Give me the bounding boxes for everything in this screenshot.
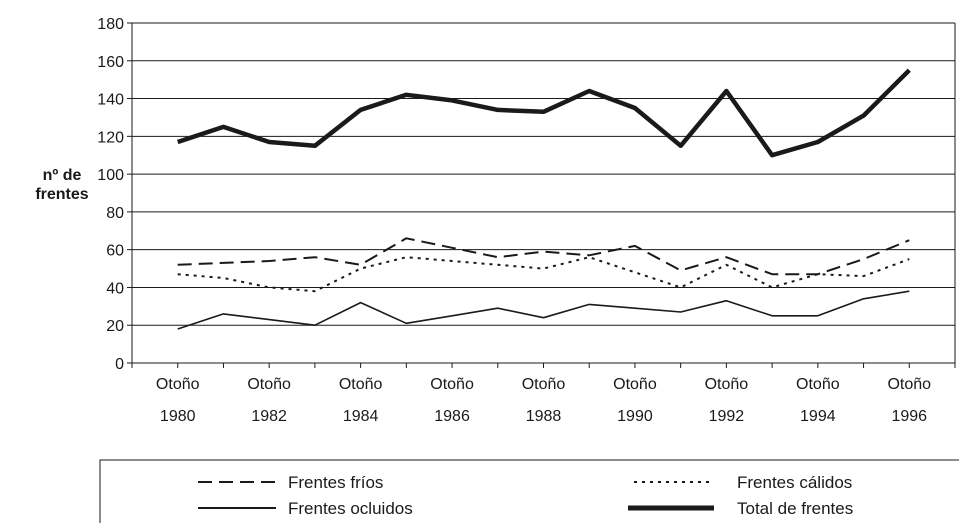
y-axis-label-line1: nº de	[43, 167, 82, 184]
legend-label-total-frentes: Total de frentes	[737, 499, 853, 518]
series-line-frentes-calidos	[177, 256, 910, 293]
gridlines	[132, 22, 955, 326]
y-tick-label: 180	[97, 16, 124, 33]
x-tick-label-year: 1996	[891, 408, 927, 425]
x-tick-label-year: 1988	[526, 408, 562, 425]
y-tick-label: 40	[106, 280, 124, 297]
x-tick-label-year: 1992	[709, 408, 745, 425]
y-tick-label: 100	[97, 167, 124, 184]
y-axis-label-line2: frentes	[35, 186, 88, 203]
x-tick-label-year: 1990	[617, 408, 653, 425]
x-tick-label-season: Otoño	[613, 376, 657, 393]
y-tick-label: 0	[115, 356, 124, 373]
x-tick-label-season: Otoño	[247, 376, 291, 393]
x-tick-label-season: Otoño	[522, 376, 566, 393]
x-tick-label-season: Otoño	[887, 376, 931, 393]
x-tick-label-season: Otoño	[156, 376, 200, 393]
x-tick-label-year: 1982	[251, 408, 287, 425]
x-tick-label-season: Otoño	[430, 376, 474, 393]
series-line-frentes-ocluidos	[177, 290, 910, 330]
legend-label-frentes-calidos: Frentes cálidos	[737, 473, 852, 492]
x-tick-label-season: Otoño	[796, 376, 840, 393]
series-lines	[176, 68, 911, 330]
series-line-total-de-frentes	[176, 68, 911, 158]
axes	[127, 22, 956, 368]
legend-label-frentes-ocluidos: Frentes ocluidos	[288, 499, 413, 518]
x-tick-labels: Otoño 1980 Otoño 1982 Otoño 1984 Otoño 1986 Otoñ…	[156, 376, 931, 425]
legend-frame	[99, 459, 959, 523]
legend-label-frentes-frios: Frentes fríos	[288, 473, 383, 492]
x-tick-label-season: Otoño	[705, 376, 749, 393]
y-tick-label: 120	[97, 129, 124, 146]
x-tick-label-year: 1986	[434, 408, 470, 425]
y-tick-label: 160	[97, 54, 124, 71]
y-tick-label: 60	[106, 243, 124, 260]
y-tick-label: 20	[106, 318, 124, 335]
y-tick-label: 140	[97, 92, 124, 109]
series-line-frentes-frios	[177, 237, 910, 276]
y-tick-label: 80	[106, 205, 124, 222]
x-tick-label-year: 1980	[160, 408, 196, 425]
x-tick-label-year: 1984	[343, 408, 379, 425]
x-tick-label-season: Otoño	[339, 376, 383, 393]
x-tick-label-year: 1994	[800, 408, 836, 425]
y-tick-labels: 0 20 40 60 80 100 120 140 160 180	[97, 16, 124, 373]
legend: Frentes fríos Frentes cálidos Frentes oc…	[99, 459, 959, 523]
